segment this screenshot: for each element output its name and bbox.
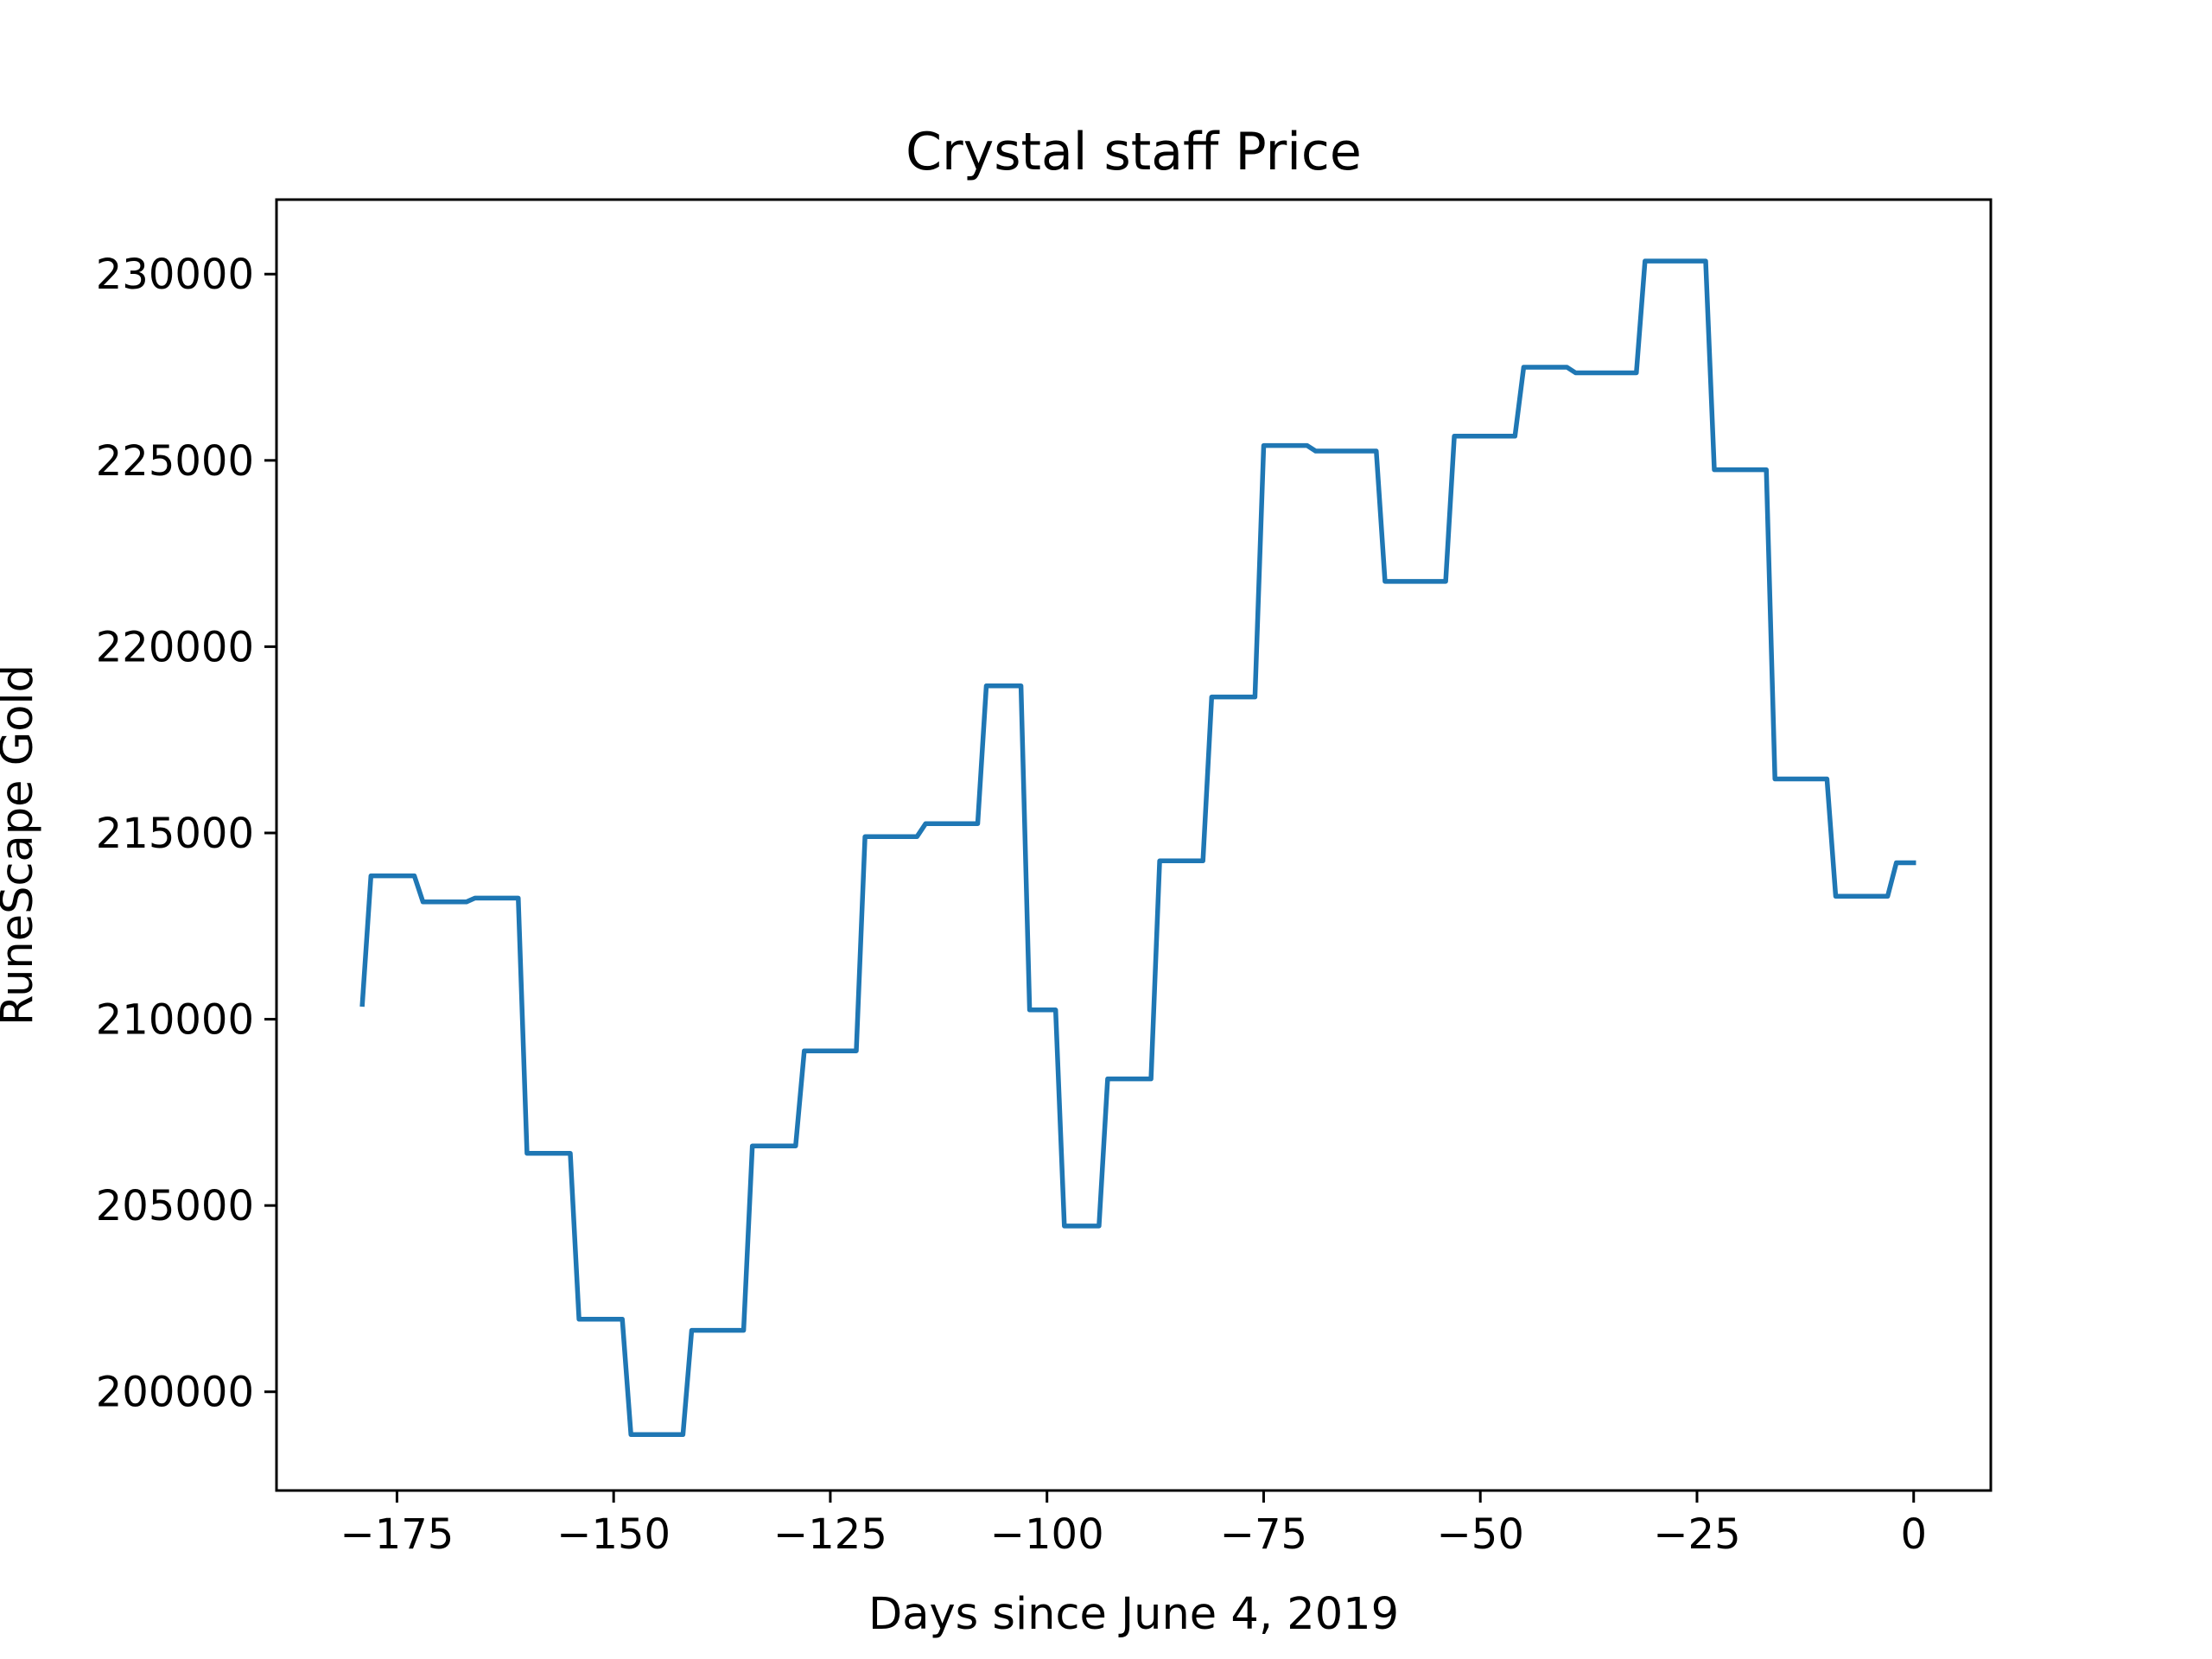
y-tick-label: 230000 [96,251,254,299]
x-tick-label: −50 [1437,1510,1524,1559]
price-series-line [359,258,1916,1438]
x-tick-label: −150 [556,1510,671,1559]
y-tick-label: 215000 [96,810,254,858]
x-tick-label: −75 [1220,1510,1307,1559]
x-tick-label: −175 [340,1510,454,1559]
x-axis-label: Days since June 4, 2019 [868,1589,1399,1640]
y-axis-label: RuneScape Gold [0,664,43,1026]
y-tick-label: 210000 [96,996,254,1045]
axis-ticks: −175 −150 −125 −100 −75 −50 −25 0 200000 205000 21… [96,251,1927,1559]
x-tick-label: −25 [1653,1510,1740,1559]
y-tick-label: 205000 [96,1182,254,1230]
chart-title: Crystal staff Price [906,122,1362,182]
x-tick-label: 0 [1900,1510,1927,1559]
x-tick-label: −125 [773,1510,887,1559]
x-tick-label: −100 [990,1510,1104,1559]
plot-area-frame [275,198,1993,1492]
y-tick-label: 225000 [96,437,254,486]
y-tick-label: 220000 [96,623,254,671]
y-tick-label: 200000 [96,1369,254,1417]
